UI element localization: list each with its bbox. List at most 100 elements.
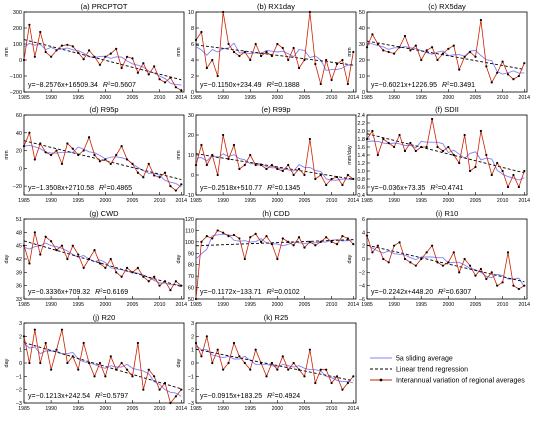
x-tick-label: 1990 [45,95,57,101]
data-point [387,261,390,264]
data-point [414,44,417,47]
y-tick-label: 48 [16,230,22,236]
x-tick-label: 1995 [72,95,84,101]
data-point [523,169,526,173]
data-point [174,395,177,398]
data-point [82,341,85,345]
y-tick-label: 33 [16,297,22,303]
data-point [523,62,526,65]
data-point [501,60,504,63]
data-point [346,237,349,240]
x-tick-label: 2005 [470,95,482,101]
data-point [281,169,284,173]
equation-formula: y=−0.1213x+242.54 [28,393,90,400]
plot-frame [23,218,185,300]
x-tick-label: 2005 [299,406,311,412]
x-tick-label: 2005 [299,198,311,204]
trend-equation: y=−0.1213x+242.54 R2=0.5797 [28,392,128,401]
data-point [205,335,208,338]
data-point [452,153,455,157]
x-tick-label: 1985 [18,198,30,204]
data-point [303,58,306,62]
x-tick-label: 2010 [154,198,166,204]
trend-line [195,153,354,180]
y-tick-label: 2 [362,244,365,250]
data-point [153,275,156,278]
panel-title: (f) SDII [435,105,459,114]
y-tick-label: 39 [16,270,22,276]
y-tick-label: 200 [13,26,22,32]
x-tick-label: 1990 [45,406,57,412]
data-point [259,361,263,365]
data-point [468,264,472,267]
trend-line [366,244,525,283]
data-point [479,18,482,22]
data-point [297,368,301,371]
data-point [297,167,301,171]
data-point [249,58,252,62]
data-point [169,76,172,79]
y-tick-label: 4 [362,230,365,236]
data-point [120,361,123,365]
x-tick-label: 2000 [272,406,284,412]
data-point [447,47,450,50]
plot-frame [23,11,185,93]
data-point [371,33,374,36]
data-point [447,145,450,149]
data-point [292,173,295,177]
data-point [314,244,317,247]
panel--c-rx5day: (c) RX5day 0 10 20 30 40 50 mm 1985 1990 1995 2000 2… [347,2,530,101]
data-point [60,328,64,331]
data-point [403,149,407,153]
data-point [281,237,284,240]
r2-superscript: 2 [435,184,438,189]
x-tick-label: 1985 [190,406,202,412]
x-tick-label: 1990 [45,198,57,204]
data-point [120,66,123,70]
x-tick-label: 1995 [415,302,427,308]
y-tick-label: 3 [19,321,22,327]
x-tick-label: 2010 [326,95,338,101]
y-tick-label: 1 [19,348,22,354]
y-tick-label: −100 [10,74,22,80]
sliding-average-line [23,42,182,86]
data-point [142,62,145,65]
x-tick-label: 2005 [127,302,139,308]
data-point [163,381,167,385]
trend-equation: y=−0.2242x+448.20 R2=0.6307 [371,288,471,297]
data-point [142,275,145,278]
series-line [23,329,182,404]
y-tick-label: 1.0 [357,169,365,175]
r2-value: =0.1345 [275,185,301,192]
data-point [270,243,274,246]
data-point [265,375,268,378]
y-tick-label: −200 [10,90,22,96]
data-point [276,257,279,261]
data-point [436,145,439,149]
x-tick-label: 1990 [217,406,229,412]
data-point [352,177,355,181]
x-tick-label: 1985 [361,95,373,101]
panel--b-rx1day: (b) RX1day 0 2 4 6 8 10 mm 1985 1990 1995 2000 2005 2… [176,2,359,101]
r2-value: =0.1888 [274,82,300,89]
data-point [292,46,295,50]
x-tick-label: 1995 [72,198,84,204]
x-tick-label: 2010 [154,95,166,101]
data-point [109,257,112,261]
r2-superscript: 2 [272,288,275,293]
data-point [98,160,102,163]
panel--k-r25: (k) R25 −3 −2 −1 0 1 2 3 day 1985 1990 1995 2000 2005… [176,313,359,412]
data-point [249,153,252,157]
equation-formula: y=−0.2518x+510.77 [200,185,262,192]
x-tick-label: 1985 [18,95,30,101]
r2-symbol: R [95,393,100,400]
data-point [452,251,455,254]
data-point [243,50,246,54]
y-tick-label: 20 [359,58,365,64]
panel-title: (h) CDD [262,209,290,218]
x-tick-label: 1995 [244,406,256,412]
y-axis-label: mm [4,150,10,160]
equation-formula: y=−0.2242x+448.20 [371,289,433,296]
data-point [136,341,139,345]
r2-value: =0.4741 [438,185,464,192]
